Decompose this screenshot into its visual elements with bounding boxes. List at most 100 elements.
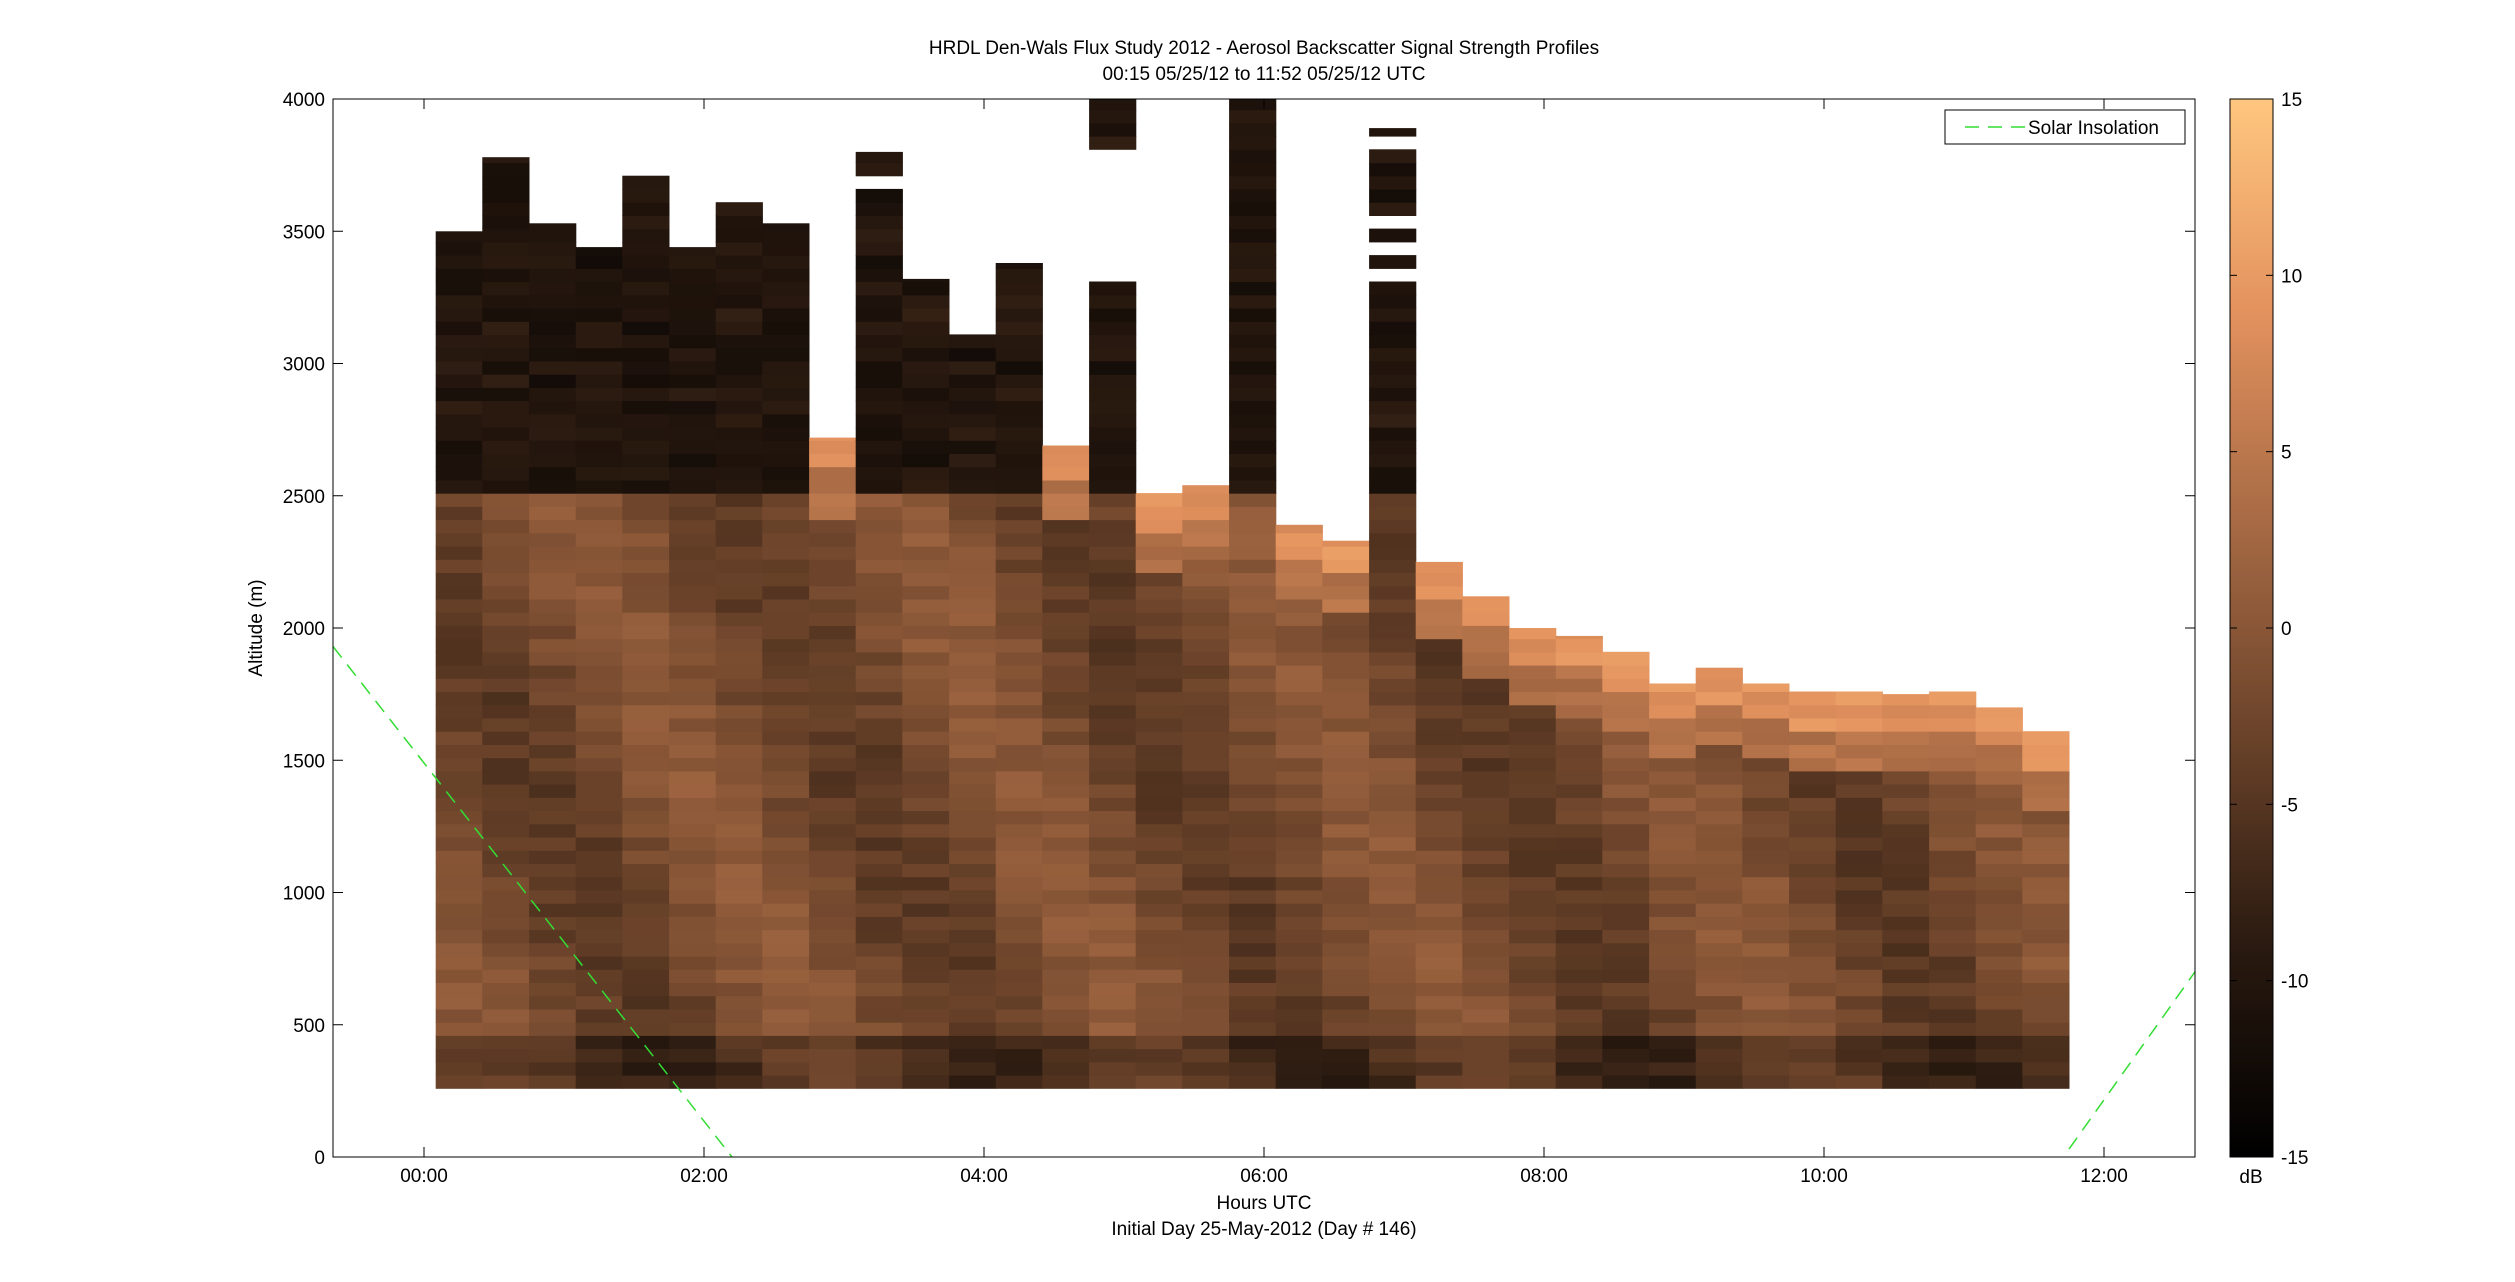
- profile-cell: [809, 625, 857, 640]
- profile-cell: [995, 956, 1043, 970]
- profile-column: [1275, 524, 1323, 1089]
- profile-cell: [715, 334, 763, 349]
- profile-cell: [1229, 1061, 1277, 1076]
- profile-cell: [1229, 559, 1277, 573]
- profile-cell: [1322, 903, 1370, 917]
- profile-cell: [1882, 929, 1930, 944]
- profile-cell: [1369, 546, 1417, 560]
- profile-cell: [435, 255, 483, 269]
- profile-cell: [1042, 506, 1090, 521]
- profile-cell: [1135, 585, 1183, 600]
- profile-cell: [1042, 466, 1090, 481]
- profile-cell: [855, 241, 903, 256]
- profile-cell: [1135, 942, 1183, 957]
- profile-cell: [1135, 665, 1183, 679]
- profile-cell: [1602, 691, 1650, 706]
- profile-cell: [1649, 770, 1697, 785]
- profile-column: [1089, 99, 1137, 1089]
- profile-cell: [762, 223, 810, 230]
- profile-cell: [1415, 1061, 1463, 1076]
- profile-cell: [482, 228, 530, 243]
- profile-cell: [482, 268, 530, 283]
- profile-cell: [1509, 665, 1557, 679]
- profile-cell: [1742, 903, 1790, 917]
- profile-cell: [435, 837, 483, 851]
- profile-cell: [529, 585, 577, 600]
- profile-cell: [1835, 757, 1883, 772]
- profile-cell: [1182, 889, 1230, 904]
- profile-cell: [1649, 916, 1697, 931]
- profile-cell: [2022, 770, 2070, 785]
- profile-cell: [1602, 982, 1650, 997]
- profile-cell: [902, 704, 950, 719]
- profile-cell: [902, 493, 950, 507]
- profile-cell: [1649, 837, 1697, 851]
- profile-cell: [1462, 1061, 1510, 1076]
- profile-cell: [855, 334, 903, 349]
- profile-cell: [715, 797, 763, 812]
- profile-cell: [715, 837, 763, 851]
- profile-cell: [995, 585, 1043, 600]
- profile-cell: [1835, 916, 1883, 931]
- profile-cell: [1369, 625, 1417, 640]
- profile-cell: [1089, 704, 1137, 719]
- profile-cell: [1275, 929, 1323, 944]
- profile-cell: [1089, 691, 1137, 706]
- profile-cell: [762, 929, 810, 944]
- profile-cell: [482, 969, 530, 983]
- profile-cell: [529, 493, 577, 507]
- profile-cell: [1509, 810, 1557, 825]
- profile-cell: [855, 969, 903, 983]
- profile-cell: [435, 1075, 483, 1089]
- profile-cell: [1929, 1008, 1977, 1023]
- profile-cell: [622, 691, 670, 706]
- profile-cell: [715, 651, 763, 666]
- profile-cell: [669, 665, 717, 679]
- profile-cell: [1509, 717, 1557, 732]
- profile-cell: [622, 255, 670, 269]
- profile-cell: [435, 797, 483, 812]
- profile-cell: [1322, 540, 1370, 547]
- profile-cell: [1789, 1075, 1837, 1089]
- profile-cell: [1275, 823, 1323, 838]
- profile-cell: [1649, 956, 1697, 970]
- profile-cell: [1462, 717, 1510, 732]
- profile-cell: [529, 294, 577, 309]
- profile-cell: [1742, 942, 1790, 957]
- profile-cell: [622, 493, 670, 507]
- profile-cell: [1275, 863, 1323, 878]
- profile-cell: [669, 889, 717, 904]
- profile-cell: [1555, 717, 1603, 732]
- profile-cell: [529, 479, 577, 494]
- profile-cell: [575, 744, 623, 759]
- profile-cell: [762, 784, 810, 798]
- profile-cell: [949, 969, 997, 983]
- profile-cell: [949, 413, 997, 428]
- profile-cell: [1742, 956, 1790, 970]
- profile-cell: [1415, 561, 1463, 574]
- profile-cell: [482, 638, 530, 653]
- profile-column: [1835, 691, 1883, 1089]
- x-tick-label: 02:00: [680, 1166, 728, 1187]
- profile-cell: [1275, 524, 1323, 534]
- profile-cell: [855, 162, 903, 177]
- profile-cell: [482, 360, 530, 375]
- profile-cell: [669, 268, 717, 283]
- profile-cell: [715, 202, 763, 216]
- profile-cell: [435, 612, 483, 626]
- profile-cell: [1789, 982, 1837, 997]
- profile-cell: [1602, 837, 1650, 851]
- profile-cell: [622, 876, 670, 891]
- profile-cell: [855, 598, 903, 613]
- profile-cell: [1089, 374, 1137, 388]
- profile-cell: [949, 1008, 997, 1023]
- profile-cell: [1089, 1008, 1137, 1023]
- profile-cell: [1229, 321, 1277, 335]
- profile-cell: [1042, 1008, 1090, 1023]
- profile-cell: [1369, 704, 1417, 719]
- profile-cell: [1835, 850, 1883, 864]
- profile-cell: [1135, 506, 1183, 521]
- profile-cell: [715, 717, 763, 732]
- profile-cell: [902, 400, 950, 415]
- profile-cell: [1135, 678, 1183, 693]
